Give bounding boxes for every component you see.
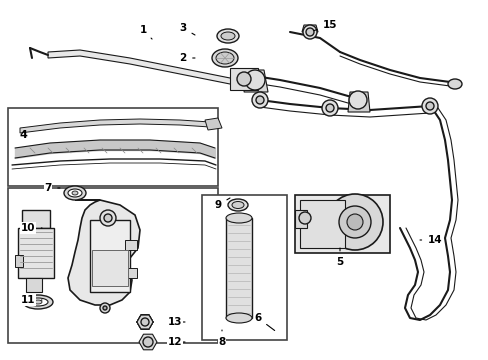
Polygon shape (204, 118, 222, 130)
Text: 13: 13 (167, 317, 184, 327)
Text: 14: 14 (419, 235, 442, 245)
Text: 12: 12 (167, 337, 184, 347)
Polygon shape (68, 200, 140, 305)
Polygon shape (244, 70, 267, 92)
Ellipse shape (34, 300, 42, 304)
Text: 8: 8 (218, 330, 225, 347)
Ellipse shape (225, 313, 251, 323)
Bar (18, 228, 54, 278)
Ellipse shape (72, 191, 78, 195)
Circle shape (425, 102, 433, 110)
Circle shape (104, 214, 112, 222)
Bar (26, 278, 42, 292)
Text: 3: 3 (179, 23, 195, 35)
Circle shape (298, 212, 310, 224)
Ellipse shape (225, 213, 251, 223)
Circle shape (100, 303, 110, 313)
Ellipse shape (227, 199, 247, 211)
Ellipse shape (447, 79, 461, 89)
Circle shape (338, 206, 370, 238)
Text: 2: 2 (179, 53, 195, 63)
Bar (299, 200, 345, 248)
Circle shape (100, 210, 116, 226)
Ellipse shape (221, 32, 235, 40)
Circle shape (305, 28, 313, 36)
Circle shape (244, 70, 264, 90)
Polygon shape (20, 119, 209, 133)
Bar (202, 195, 286, 340)
Circle shape (321, 100, 337, 116)
Bar (15, 255, 23, 267)
Bar (92, 250, 128, 286)
Circle shape (237, 72, 250, 86)
Bar (294, 195, 389, 253)
Ellipse shape (217, 29, 239, 43)
Circle shape (326, 194, 382, 250)
Polygon shape (48, 50, 249, 86)
Text: 4: 4 (20, 130, 28, 140)
Polygon shape (347, 92, 369, 112)
Bar (294, 210, 306, 228)
Circle shape (256, 96, 264, 104)
Text: 6: 6 (254, 313, 274, 330)
Ellipse shape (28, 298, 48, 306)
Bar (8, 108, 218, 186)
Bar (8, 188, 218, 343)
Text: 5: 5 (336, 248, 343, 267)
Circle shape (103, 306, 107, 310)
Bar (229, 68, 258, 90)
Text: 10: 10 (20, 223, 42, 233)
Circle shape (421, 98, 437, 114)
Circle shape (346, 214, 362, 230)
Circle shape (348, 91, 366, 109)
Ellipse shape (216, 52, 234, 64)
Ellipse shape (68, 189, 82, 197)
Ellipse shape (64, 186, 86, 200)
Circle shape (141, 318, 149, 326)
Bar (225, 218, 251, 318)
Ellipse shape (212, 49, 238, 67)
Bar (90, 220, 130, 292)
Text: 1: 1 (139, 25, 152, 39)
Bar (125, 268, 137, 278)
Circle shape (142, 337, 153, 347)
Ellipse shape (231, 202, 244, 208)
Ellipse shape (23, 295, 53, 309)
Polygon shape (302, 25, 317, 32)
Bar (125, 240, 137, 250)
Circle shape (325, 104, 333, 112)
Circle shape (303, 25, 316, 39)
Circle shape (251, 92, 267, 108)
Text: 9: 9 (214, 198, 229, 210)
Text: 11: 11 (20, 295, 42, 305)
Text: 15: 15 (313, 20, 337, 31)
Text: 7: 7 (44, 183, 60, 193)
Bar (22, 210, 50, 228)
